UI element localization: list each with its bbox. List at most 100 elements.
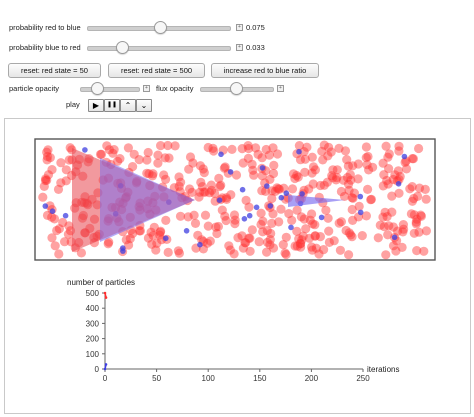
plus-icon[interactable]: + [236, 24, 243, 31]
y-tick-label: 500 [86, 289, 100, 298]
red-particle [45, 153, 55, 163]
blue-particle [357, 193, 364, 200]
red-particle [391, 246, 401, 256]
red-particle [256, 208, 266, 218]
red-particle [42, 155, 52, 165]
red-particle [336, 217, 346, 227]
red-particle [314, 249, 324, 259]
blue-to-red-label: probability blue to red [9, 43, 81, 52]
red-particle [209, 146, 219, 156]
red-particle [43, 170, 54, 180]
red-particle [383, 152, 393, 162]
blue-particle [82, 147, 88, 153]
increase-ratio-button[interactable]: increase red to blue ratio [211, 63, 319, 78]
red-particle [230, 215, 240, 225]
red-particle [307, 245, 317, 255]
red-particle [221, 193, 231, 203]
red-particle [56, 178, 66, 188]
particle-opacity-slider-track[interactable] [80, 87, 140, 92]
red-particle [237, 144, 247, 154]
red-to-blue-slider-thumb[interactable] [154, 21, 167, 34]
red-particle [399, 224, 409, 234]
flux-opacity-slider-thumb[interactable] [230, 82, 243, 95]
red-particle [53, 184, 64, 194]
red-particle [41, 174, 51, 184]
plus-icon[interactable]: + [143, 85, 150, 92]
red-particle [393, 166, 403, 176]
red-particle [104, 237, 114, 247]
x-tick-label: 200 [305, 374, 319, 383]
red-particle [216, 180, 226, 190]
red-particle [224, 241, 234, 251]
red-particle [267, 193, 277, 204]
red-particle [227, 144, 237, 154]
red-particle [361, 153, 371, 163]
reset-red-50-button[interactable]: reset: red state = 50 [8, 63, 101, 78]
red-particle [199, 187, 209, 197]
red-particle [383, 230, 393, 240]
reset-red-500-button[interactable]: reset: red state = 500 [108, 63, 205, 78]
blue-to-red-slider-thumb[interactable] [116, 41, 129, 54]
red-particle [187, 187, 197, 197]
red-particle [319, 180, 329, 190]
red-particle [52, 225, 62, 236]
red-particle [253, 149, 263, 159]
red-particle [398, 220, 408, 230]
red-particle [409, 210, 419, 220]
red-particle [203, 142, 213, 153]
red-particle [319, 245, 329, 255]
red-particle [287, 184, 298, 194]
y-axis-label: number of particles [67, 278, 136, 287]
red-particle [64, 155, 74, 165]
red-particle [299, 214, 309, 224]
red-particle [362, 160, 372, 170]
particle-opacity-slider-thumb[interactable] [91, 82, 104, 95]
red-particle [56, 158, 66, 168]
red-particle [159, 170, 169, 180]
red-particle [335, 245, 345, 255]
red-particle [375, 220, 385, 230]
red-particle [308, 219, 318, 229]
red-particle [421, 226, 431, 236]
series-point [103, 291, 107, 295]
play-icon[interactable]: ▶ [88, 99, 104, 112]
speed-up-icon[interactable]: ⌃ [120, 99, 136, 112]
plus-icon[interactable]: + [236, 44, 243, 51]
red-particle [231, 170, 242, 180]
red-particle [200, 210, 211, 220]
red-particle [290, 241, 300, 251]
red-particle [387, 191, 397, 201]
red-particle [134, 226, 144, 236]
blue-particle [241, 216, 248, 222]
red-particle [248, 165, 258, 175]
red-particle [348, 193, 358, 203]
red-particle [262, 237, 272, 247]
red-particle [160, 153, 170, 163]
red-particle [42, 147, 52, 157]
red-particle [164, 153, 174, 163]
x-tick-label: 100 [202, 374, 216, 383]
red-particle [378, 158, 388, 168]
red-particle [294, 141, 304, 151]
red-particle [265, 174, 275, 184]
plus-icon[interactable]: + [277, 85, 284, 92]
blue-particle [163, 235, 169, 242]
slow-down-icon[interactable]: ⌄ [136, 99, 152, 112]
red-particle [108, 148, 118, 158]
red-particle [363, 184, 373, 194]
red-particle [38, 192, 48, 202]
red-particle [310, 220, 320, 230]
red-particle [211, 222, 221, 232]
blue-particle [216, 197, 223, 203]
blue-to-red-slider-track[interactable] [87, 46, 231, 51]
pause-icon[interactable]: ❚❚ [104, 99, 120, 112]
red-particle [206, 180, 216, 190]
red-particle [245, 246, 255, 256]
red-particle [384, 149, 394, 159]
red-particle [300, 154, 310, 164]
red-particle [104, 145, 114, 155]
red-particle [300, 167, 310, 177]
red-particle [332, 172, 342, 183]
red-particle [258, 216, 268, 226]
blue-to-red-flux-triangle [288, 195, 345, 207]
